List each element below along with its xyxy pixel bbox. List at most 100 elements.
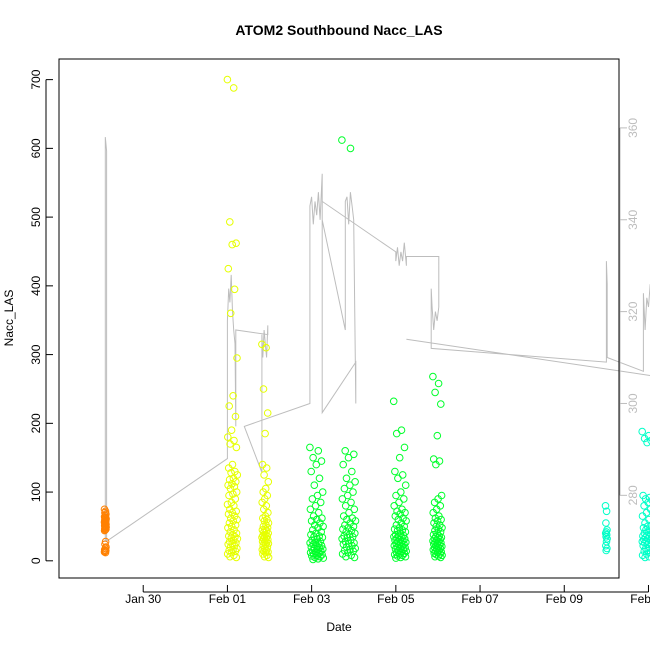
x-tick-label: Feb 05 <box>377 592 415 606</box>
data-point <box>311 502 320 510</box>
data-point <box>314 447 323 455</box>
data-point <box>319 554 328 562</box>
data-point <box>312 460 321 469</box>
data-point <box>230 285 239 294</box>
line-series <box>102 137 650 543</box>
data-point <box>437 400 445 408</box>
data-point <box>400 495 408 503</box>
y-tick-label: 300 <box>29 344 43 364</box>
data-point <box>230 436 238 445</box>
data-point <box>318 533 327 542</box>
data-point <box>314 555 322 563</box>
series-5 <box>389 397 411 562</box>
data-point <box>227 548 236 557</box>
data-point <box>229 392 237 400</box>
data-point <box>395 498 403 507</box>
data-point <box>648 497 650 504</box>
data-point <box>430 498 439 507</box>
data-point <box>340 484 349 493</box>
data-point <box>258 460 267 469</box>
data-point <box>308 495 317 503</box>
data-point <box>231 412 240 421</box>
data-point <box>307 467 316 476</box>
series-6 <box>429 372 446 562</box>
y-right-tick-label: 320 <box>626 301 640 321</box>
series-3 <box>306 443 328 564</box>
data-point <box>389 397 398 406</box>
data-point <box>260 552 269 561</box>
line-layer <box>102 137 650 543</box>
data-point <box>350 450 358 459</box>
data-point <box>232 239 240 247</box>
data-point <box>262 343 270 352</box>
data-point <box>229 84 238 92</box>
data-point <box>643 438 650 447</box>
data-point <box>343 491 352 500</box>
data-point <box>233 535 242 543</box>
data-point <box>310 481 319 490</box>
data-point <box>431 552 439 561</box>
data-point <box>224 464 233 472</box>
data-point <box>228 240 236 249</box>
x-tick-label: Feb 07 <box>461 592 499 606</box>
data-point <box>306 443 314 452</box>
series-4 <box>338 136 360 562</box>
data-point <box>647 521 650 529</box>
data-point <box>437 515 445 524</box>
data-point <box>400 443 409 452</box>
data-point <box>228 530 237 539</box>
data-point <box>317 547 325 556</box>
data-point <box>344 453 353 462</box>
data-point <box>226 218 234 226</box>
series-7 <box>601 502 611 555</box>
data-point <box>261 429 269 438</box>
data-point <box>100 526 109 535</box>
data-point <box>602 507 611 516</box>
y-tick-label: 200 <box>29 413 43 433</box>
data-point <box>396 553 405 562</box>
data-point <box>398 471 407 479</box>
y-right-tick-label: 360 <box>626 118 640 138</box>
series-8 <box>638 427 650 562</box>
data-point <box>338 495 347 503</box>
data-point <box>645 552 650 561</box>
y-tick-label: 100 <box>29 482 43 502</box>
data-point <box>341 447 350 455</box>
data-point <box>309 453 317 462</box>
data-point <box>647 436 650 445</box>
data-point <box>349 522 358 531</box>
data-point <box>339 460 348 469</box>
y-tick-label: 600 <box>29 138 43 158</box>
data-point <box>394 474 402 483</box>
y-right-tick-label: 280 <box>626 485 640 505</box>
data-point <box>224 433 232 441</box>
data-point <box>392 491 400 500</box>
data-point <box>226 309 235 318</box>
data-point <box>264 478 273 486</box>
x-tick-label: Feb 11 <box>630 592 650 606</box>
y-right-tick-label: 300 <box>626 393 640 413</box>
data-point <box>638 512 647 520</box>
data-point <box>233 515 241 524</box>
data-point <box>231 521 240 529</box>
data-point <box>319 545 327 553</box>
data-point <box>233 354 241 362</box>
data-point <box>313 491 322 500</box>
data-point <box>641 553 649 562</box>
data-point <box>232 507 240 516</box>
x-tick-label: Jan 30 <box>125 592 161 606</box>
data-point <box>438 551 446 560</box>
series-2 <box>258 340 273 562</box>
data-point <box>601 529 610 538</box>
data-point <box>318 514 326 523</box>
x-tick-label: Feb 03 <box>293 592 331 606</box>
data-point <box>102 525 110 534</box>
data-point <box>401 552 410 561</box>
data-point <box>259 385 268 393</box>
data-point <box>642 550 650 558</box>
data-point <box>317 528 326 536</box>
data-point <box>349 488 357 496</box>
data-point <box>432 460 440 469</box>
data-point <box>395 453 404 462</box>
data-point <box>315 474 324 483</box>
